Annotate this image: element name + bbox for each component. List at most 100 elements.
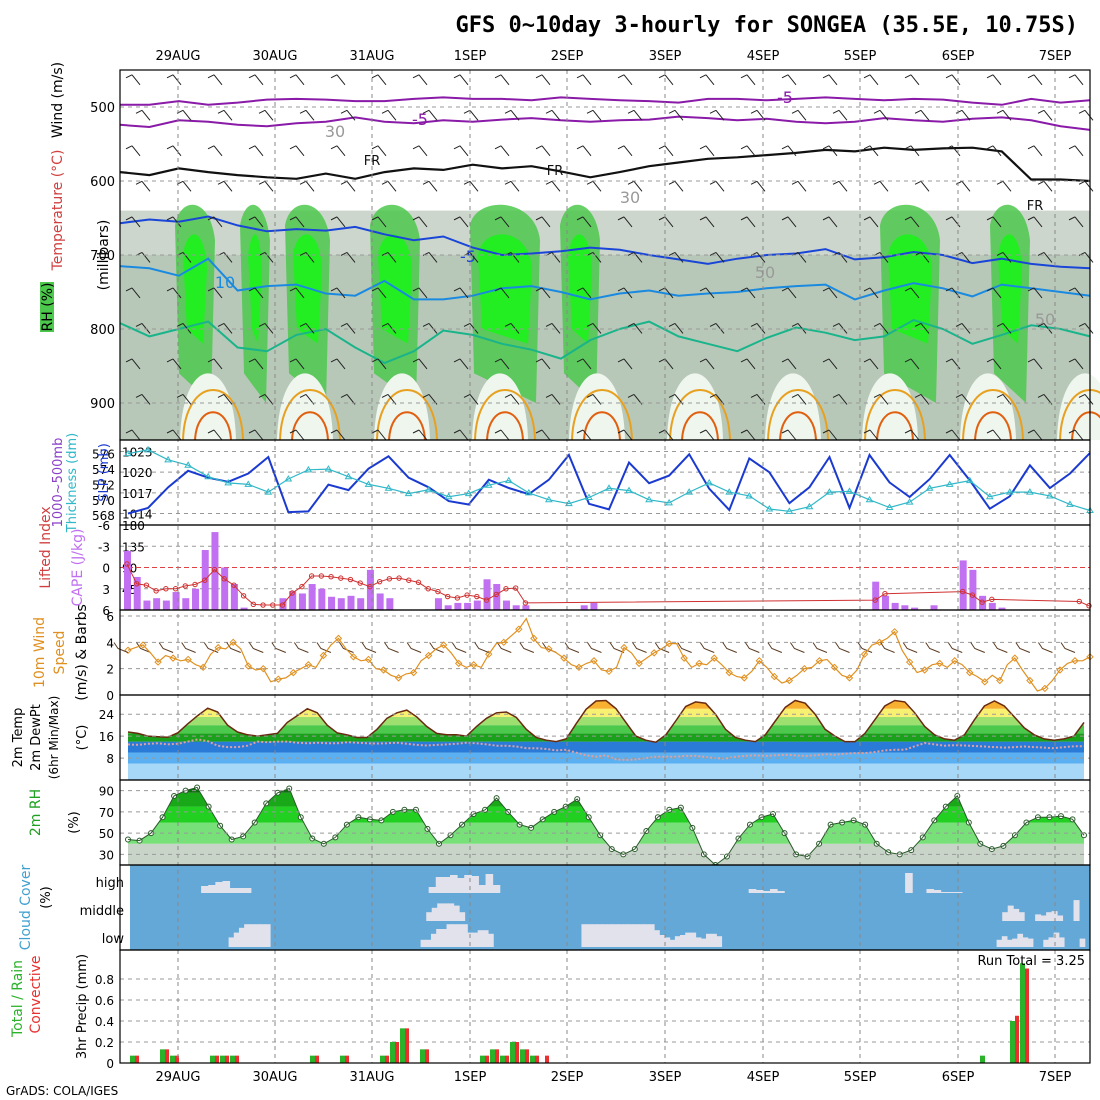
y-tick-label: 700 <box>90 249 115 264</box>
li-point <box>240 593 247 599</box>
cloud-bar <box>222 881 231 893</box>
cape-bar <box>930 605 938 610</box>
wind-barb <box>781 145 797 157</box>
cloud-bar <box>243 888 252 893</box>
rh-dry-region <box>569 373 625 440</box>
cape-bar <box>998 607 1006 610</box>
cape-bar <box>133 576 141 610</box>
wind-barb <box>832 180 848 192</box>
wind-barb <box>832 109 848 121</box>
wind-barb <box>955 251 971 263</box>
wind-barb <box>740 358 756 370</box>
legend-wind: Wind (m/s) <box>50 62 66 138</box>
contour-label: 30 <box>325 122 345 141</box>
wind-barb <box>668 322 684 334</box>
wind-point <box>935 659 944 668</box>
wind-barb <box>330 145 346 157</box>
precip-total-bar <box>520 1049 525 1063</box>
cloud-bar <box>905 873 913 893</box>
y-axis-label: (millibars) <box>96 220 112 291</box>
cloud-bar <box>954 892 963 893</box>
cloud-bar <box>591 924 598 947</box>
cloud-bar <box>472 932 479 947</box>
wind-barb <box>740 216 756 228</box>
warm-isotherm <box>388 411 426 441</box>
wind-barb <box>587 642 602 653</box>
wind-barb <box>1037 109 1053 121</box>
li-point <box>425 586 431 592</box>
wind-barb <box>986 74 1002 86</box>
cape-bar <box>580 605 588 610</box>
cloud-bar <box>581 924 588 947</box>
rh-bright-region <box>293 234 322 344</box>
cloud-bar <box>654 930 660 947</box>
cloud-bar <box>459 912 466 921</box>
run-total-label: Run Total = 3.25 <box>977 954 1085 969</box>
wind-point <box>139 641 147 649</box>
wind-point <box>319 651 328 660</box>
wind-barb <box>902 642 918 653</box>
precip-total-bar <box>210 1055 215 1063</box>
rh-dry-region <box>960 373 1016 440</box>
warm-isotherm <box>194 411 232 441</box>
wind-barb <box>750 109 766 121</box>
warm-isotherm <box>767 389 829 441</box>
cape-bar <box>347 595 355 610</box>
cape-bar <box>298 593 306 610</box>
y-tick-label: 0.2 <box>95 1036 114 1050</box>
legend-rh-swatch <box>40 282 54 332</box>
wind-barb <box>422 322 438 334</box>
wind-barb <box>863 74 879 86</box>
wind-point <box>439 641 448 649</box>
wind-point <box>620 643 628 652</box>
contour-label: -5 <box>412 110 428 129</box>
wind-barb <box>609 642 625 653</box>
wind-point <box>695 659 703 668</box>
precip-conv-bar <box>225 1055 229 1063</box>
cloud-bar <box>643 924 650 947</box>
warm-isotherm <box>486 411 524 441</box>
wind-barb <box>299 322 315 334</box>
wind-barb <box>863 429 879 441</box>
wind-barb <box>699 287 715 299</box>
li-point <box>483 597 490 603</box>
precip-conv-bar <box>495 1049 499 1063</box>
cloud-bar <box>674 936 681 947</box>
wind-barb <box>791 109 807 121</box>
cape-bar <box>289 591 297 610</box>
legend-rh: RH (%) <box>40 283 56 332</box>
cloud-bar <box>1007 905 1014 921</box>
cloud-bar <box>477 930 484 947</box>
wind-barb <box>125 74 141 86</box>
cape-bar <box>891 602 899 610</box>
wind-barb <box>412 287 428 299</box>
cape-bar <box>192 588 200 610</box>
wind-barb <box>248 74 264 86</box>
wind-barb <box>535 74 551 86</box>
cloud-level-label: high <box>96 876 124 891</box>
wind-barb <box>709 109 725 121</box>
wind-barb <box>248 216 264 228</box>
wind-point <box>755 657 764 665</box>
wind-barb <box>217 180 233 192</box>
wind-barb <box>248 287 264 299</box>
wind-barb <box>330 429 346 441</box>
cape-bar <box>240 607 248 610</box>
wind-barb <box>453 358 469 370</box>
wind-barb <box>371 74 387 86</box>
y-tick-label: 90 <box>99 785 114 799</box>
wind-barb <box>535 287 551 299</box>
precip-legend-conv: Convective <box>28 955 44 1033</box>
wind-barb <box>289 287 305 299</box>
wind-barb <box>627 251 643 263</box>
cloud-bar <box>659 935 665 947</box>
wind-barb <box>1037 251 1053 263</box>
cloud-bar <box>602 924 608 947</box>
top-date-label: 3SEP <box>649 49 682 64</box>
wind-barb <box>812 642 828 653</box>
wind-barb <box>535 145 551 157</box>
wind-barb <box>1068 74 1084 86</box>
wind-barb <box>136 642 151 653</box>
wind-barb <box>535 358 551 370</box>
cape-bar <box>464 602 472 610</box>
